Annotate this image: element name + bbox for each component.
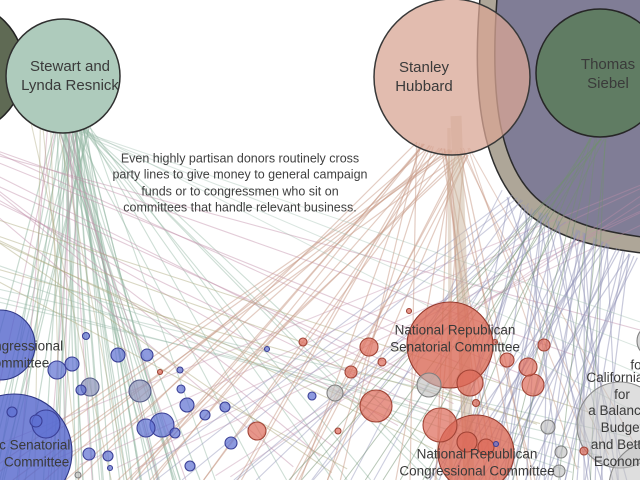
node-gray[interactable]: [552, 464, 566, 478]
node-red[interactable]: [156, 368, 164, 376]
node-blue[interactable]: [184, 460, 196, 472]
node-blue[interactable]: [29, 414, 43, 428]
node-red[interactable]: [518, 357, 538, 377]
committee-circle-gray-edge[interactable]: [636, 325, 640, 357]
node-blue[interactable]: [64, 356, 80, 372]
node-red[interactable]: [456, 431, 478, 453]
node-red[interactable]: [298, 337, 308, 347]
node-blue[interactable]: [136, 418, 156, 438]
node-red[interactable]: [359, 389, 393, 423]
node-red[interactable]: [344, 365, 358, 379]
node-blue[interactable]: [176, 384, 186, 394]
committee-nodes: [0, 301, 640, 480]
donor-circle-hubbard[interactable]: [373, 0, 531, 156]
node-blue[interactable]: [199, 409, 211, 421]
node-red[interactable]: [359, 337, 379, 357]
committee-circle-gray-large-2[interactable]: [608, 441, 640, 480]
node-blue[interactable]: [47, 360, 67, 380]
node-red[interactable]: [499, 352, 515, 368]
node-blue[interactable]: [263, 345, 271, 353]
node-red[interactable]: [247, 421, 267, 441]
node-red[interactable]: [477, 438, 495, 456]
node-gray[interactable]: [554, 445, 568, 459]
donor-nodes: [0, 0, 640, 156]
node-gray[interactable]: [74, 471, 82, 479]
node-gray[interactable]: [326, 384, 344, 402]
node-blue[interactable]: [176, 366, 184, 374]
node-gray[interactable]: [540, 419, 556, 435]
node-blue[interactable]: [219, 401, 231, 413]
node-blue[interactable]: [140, 348, 154, 362]
node-red[interactable]: [579, 446, 589, 456]
node-gray[interactable]: [416, 372, 442, 398]
node-blue[interactable]: [110, 347, 126, 363]
node-blue[interactable]: [106, 464, 114, 472]
node-blue[interactable]: [81, 331, 91, 341]
node-red[interactable]: [456, 369, 484, 397]
node-blue[interactable]: [82, 447, 96, 461]
node-blue[interactable]: [6, 406, 18, 418]
node-blue[interactable]: [307, 391, 317, 401]
committee-circle-nrcc[interactable]: [437, 414, 515, 480]
node-blue[interactable]: [492, 440, 500, 448]
node-red[interactable]: [405, 307, 413, 315]
node-red[interactable]: [422, 407, 458, 443]
node-blue[interactable]: [169, 427, 181, 439]
node-red[interactable]: [377, 357, 387, 367]
node-blue[interactable]: [102, 450, 114, 462]
node-blue[interactable]: [179, 397, 195, 413]
node-red[interactable]: [491, 338, 499, 346]
node-grayblue[interactable]: [128, 379, 152, 403]
donor-circle-siebel[interactable]: [535, 8, 640, 138]
node-red[interactable]: [471, 398, 481, 408]
committee-circle-nrsc[interactable]: [406, 301, 494, 389]
node-red[interactable]: [334, 427, 342, 435]
node-red[interactable]: [537, 338, 551, 352]
committee-circle-dccc[interactable]: [0, 309, 36, 381]
node-blue[interactable]: [224, 436, 238, 450]
node-blue[interactable]: [75, 384, 87, 396]
node-red[interactable]: [521, 373, 545, 397]
donor-circle-resnick[interactable]: [5, 18, 121, 134]
